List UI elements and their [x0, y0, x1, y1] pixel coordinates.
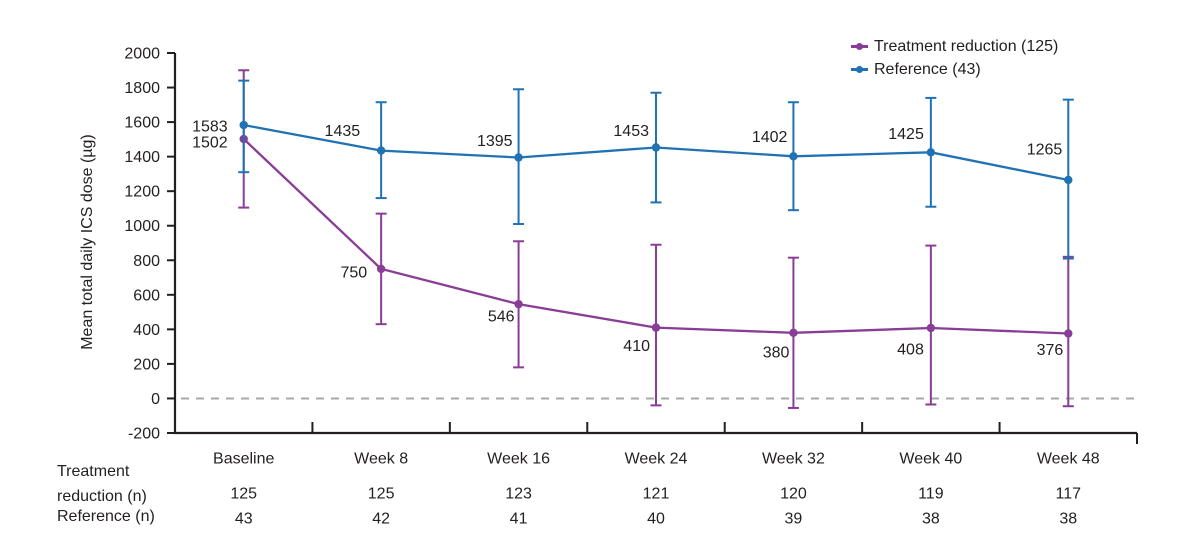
- data-point-label-reference: 1453: [613, 123, 649, 140]
- data-point-treatment: [789, 328, 798, 338]
- y-axis-title: Mean total daily ICS dose (µg): [79, 134, 96, 350]
- data-point-label-reference: 1402: [752, 129, 788, 146]
- data-point-treatment: [651, 323, 661, 332]
- x-category-label: Week 48: [1037, 451, 1100, 468]
- count-value-reference: 39: [785, 511, 803, 528]
- y-tick-label: 600: [133, 287, 160, 304]
- count-value-treatment: 117: [1056, 486, 1082, 503]
- data-point-label-reference: 1583: [192, 119, 228, 136]
- data-point-reference: [239, 120, 248, 130]
- x-category-label: Week 8: [354, 451, 408, 468]
- y-tick-label: 1800: [124, 80, 160, 97]
- data-point-reference: [651, 143, 661, 152]
- x-category-label: Week 32: [762, 451, 825, 468]
- counts-row-label-treatment: Treatment reduction (n): [57, 463, 147, 505]
- data-point-reference: [514, 153, 523, 162]
- treatment-series-marker-icon: [851, 42, 868, 51]
- count-value-reference: 43: [235, 511, 253, 528]
- y-tick-label: 1400: [124, 149, 160, 166]
- data-point-reference: [926, 148, 936, 157]
- y-tick-label: 1200: [124, 184, 160, 201]
- data-point-label-treatment: 750: [340, 264, 367, 281]
- data-point-label-treatment: 410: [623, 338, 650, 355]
- data-point-treatment: [1064, 329, 1073, 338]
- data-point-label-treatment: 546: [488, 309, 515, 326]
- legend-item-treatment: Treatment reduction (125): [851, 36, 1058, 57]
- count-value-reference: 38: [922, 511, 940, 528]
- data-point-reference: [789, 152, 798, 161]
- y-tick-label: -200: [128, 426, 160, 443]
- count-value-treatment: 119: [918, 486, 944, 503]
- data-point-label-reference: 1395: [477, 133, 513, 150]
- data-point-treatment: [514, 299, 523, 309]
- x-category-label: Week 24: [625, 451, 688, 468]
- data-point-label-treatment: 408: [897, 341, 924, 358]
- legend-label-reference: Reference (43): [874, 60, 981, 78]
- data-point-reference: [1064, 175, 1073, 185]
- data-point-reference: [376, 146, 386, 155]
- y-tick-label: 2000: [124, 46, 160, 63]
- count-value-treatment: 121: [643, 486, 670, 503]
- count-value-treatment: 125: [368, 486, 395, 503]
- chart-legend: Treatment reduction (125) Reference (43): [851, 36, 1058, 80]
- data-point-treatment: [376, 264, 386, 274]
- legend-label-treatment: Treatment reduction (125): [874, 37, 1059, 55]
- y-tick-label: 0: [151, 391, 160, 408]
- y-tick-label: 200: [133, 356, 160, 373]
- y-tick-label: 400: [133, 322, 160, 339]
- count-value-treatment: 125: [230, 486, 257, 503]
- count-value-reference: 42: [372, 511, 390, 528]
- data-point-label-reference: 1265: [1027, 141, 1063, 158]
- data-point-label-reference: 1425: [888, 126, 924, 143]
- reference-series-marker-icon: [851, 65, 868, 74]
- data-point-treatment: [926, 323, 936, 333]
- x-category-label: Week 40: [899, 451, 962, 468]
- data-point-label-treatment: 1502: [192, 135, 228, 152]
- count-value-treatment: 123: [505, 486, 532, 503]
- x-category-label: Week 16: [487, 451, 550, 468]
- legend-item-reference: Reference (43): [851, 59, 1058, 80]
- count-value-reference: 38: [1059, 511, 1077, 528]
- y-tick-label: 1000: [124, 218, 160, 235]
- data-point-label-treatment: 376: [1037, 342, 1064, 359]
- data-point-label-reference: 1435: [325, 123, 361, 140]
- data-point-label-treatment: 380: [763, 344, 790, 361]
- count-value-reference: 41: [510, 511, 528, 528]
- x-category-label: Baseline: [213, 451, 274, 468]
- y-tick-label: 1600: [124, 115, 160, 132]
- count-value-treatment: 120: [780, 486, 807, 503]
- count-value-reference: 40: [647, 511, 665, 528]
- y-tick-label: 800: [133, 253, 160, 270]
- counts-row-label-reference: Reference (n): [57, 508, 155, 525]
